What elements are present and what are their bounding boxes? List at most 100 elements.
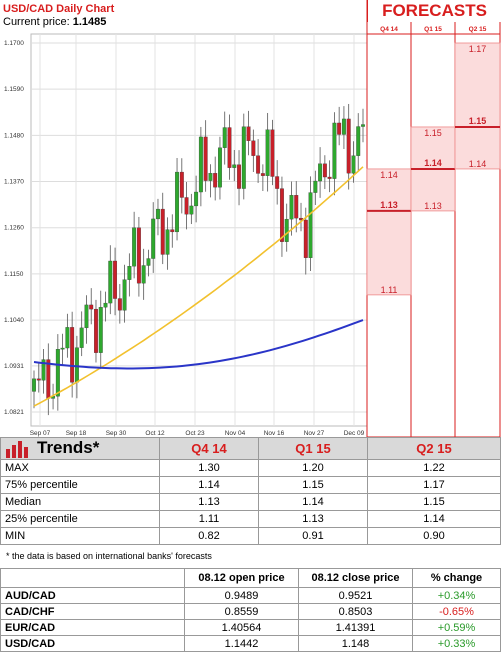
candle-body — [241, 126, 246, 189]
candle-body — [332, 122, 337, 179]
candle-body — [227, 127, 232, 168]
candle-body — [351, 155, 356, 174]
candle-body — [151, 218, 156, 259]
candle-body — [89, 304, 94, 310]
candle-body — [341, 118, 346, 135]
cell: 1.15 — [367, 492, 501, 511]
x-tick-label: Sep 30 — [106, 430, 127, 437]
close-price: 1.41391 — [298, 619, 413, 636]
candle-body — [251, 140, 256, 156]
forecast-value-label: 1.13 — [424, 201, 442, 211]
open-price: 0.8559 — [184, 603, 299, 620]
moving-average-short — [33, 166, 364, 407]
trends-title: Trends* — [37, 438, 100, 457]
trends-col-q115: Q1 15 — [258, 437, 368, 460]
candle-body — [94, 308, 98, 353]
candle-body — [289, 195, 294, 220]
table-row: MIN 0.82 0.91 0.90 — [0, 526, 501, 545]
y-tick-label: 1.1370 — [4, 179, 24, 186]
candle-body — [308, 192, 313, 258]
candle-body — [346, 118, 351, 174]
candle-body — [313, 180, 318, 193]
candle-body — [337, 122, 342, 135]
y-tick-label: 1.1480 — [4, 132, 24, 139]
table-row: 75% percentile 1.14 1.15 1.17 — [0, 475, 501, 494]
table-row: EUR/CAD 1.40564 1.41391 +0.59% — [0, 619, 501, 636]
y-tick-label: 1.1150 — [4, 271, 24, 278]
forecast-range — [454, 42, 501, 170]
close-price: 1.148 — [298, 635, 413, 652]
candle-body — [74, 347, 79, 383]
table-row: CAD/CHF 0.8559 0.8503 -0.65% — [0, 603, 501, 620]
candle-body — [108, 260, 113, 304]
trends-col-q414: Q4 14 — [159, 437, 259, 460]
forecast-value-label: 1.11 — [381, 285, 398, 295]
candle-body — [189, 205, 194, 215]
candle-body — [179, 171, 184, 198]
candle-body — [79, 327, 84, 348]
candle-body — [175, 171, 179, 233]
candle-body — [170, 229, 175, 233]
candle-body — [41, 359, 46, 381]
x-tick-label: Dec 09 — [344, 430, 365, 437]
cell: 1.14 — [258, 492, 368, 511]
trends-header-row: Trends* Q4 14 Q1 15 Q2 15 — [0, 437, 501, 460]
cell: 1.30 — [159, 458, 259, 477]
candle-body — [265, 129, 270, 176]
prices-col-open: 08.12 open price — [184, 568, 299, 588]
candle-body — [127, 266, 132, 280]
prices-corner-cell — [0, 568, 185, 588]
cell: 1.13 — [159, 492, 259, 511]
candle-body — [103, 302, 108, 308]
chart-svg: 1.1700 1.1590 1.1480 1.1370 1.1260 1.1150 1.10… — [4, 0, 501, 438]
x-tick-label: Nov 27 — [304, 430, 325, 437]
forecast-value-label: 1.14 — [380, 170, 398, 180]
pair-label: EUR/CAD — [0, 619, 185, 636]
percent-change: +0.34% — [412, 587, 501, 604]
candle-body — [32, 378, 36, 392]
forecast-column-label: Q1 15 — [424, 26, 442, 33]
table-row: AUD/CAD 0.9489 0.9521 +0.34% — [0, 587, 501, 604]
cell: 1.11 — [159, 509, 259, 528]
prices-table: 08.12 open price 08.12 close price % cha… — [0, 568, 501, 652]
y-tick-label: 1.0821 — [4, 409, 24, 416]
table-row: USD/CAD 1.1442 1.148 +0.33% — [0, 635, 501, 652]
candle-body — [198, 136, 203, 193]
table-row: MAX 1.30 1.20 1.22 — [0, 458, 501, 477]
candle-body — [55, 349, 60, 397]
table-row: 25% percentile 1.11 1.13 1.14 — [0, 509, 501, 528]
candle-body — [194, 191, 199, 207]
percent-change: -0.65% — [412, 603, 501, 620]
candle-body — [303, 219, 308, 258]
forecast-value-label: 1.15 — [469, 116, 487, 126]
cell: 0.90 — [367, 526, 501, 545]
candle-body — [218, 147, 222, 188]
pair-label: AUD/CAD — [0, 587, 185, 604]
x-tick-label: Nov 16 — [264, 430, 285, 437]
candle-body — [260, 173, 265, 176]
forecast-value-label: 1.15 — [424, 128, 442, 138]
candle-body — [356, 126, 361, 156]
x-tick-label: Sep 18 — [66, 430, 87, 437]
candle-body — [213, 173, 218, 188]
forecast-value-label: 1.13 — [380, 200, 398, 210]
bar-chart-icon — [6, 440, 28, 458]
candle-body — [232, 164, 237, 168]
candle-body — [270, 129, 275, 177]
x-tick-label: Sep 07 — [30, 430, 51, 437]
candle-body — [84, 304, 89, 329]
current-price: Current price: 1.1485 — [3, 16, 106, 28]
trends-table: Trends* Q4 14 Q1 15 Q2 15 MAX 1.30 1.20 … — [0, 437, 501, 545]
candle-body — [203, 136, 208, 181]
prices-col-close: 08.12 close price — [298, 568, 413, 588]
table-row: Median 1.13 1.14 1.15 — [0, 492, 501, 511]
open-price: 0.9489 — [184, 587, 299, 604]
candle-body — [160, 208, 165, 255]
prices-col-change: % change — [412, 568, 501, 588]
usdcad-chart: 1.1700 1.1590 1.1480 1.1370 1.1260 1.1150 1.10… — [4, 0, 501, 438]
cell: 1.22 — [367, 458, 501, 477]
candle-body — [60, 347, 65, 350]
candle-body — [146, 258, 151, 266]
trends-title-cell: Trends* — [0, 437, 160, 460]
trends-col-q215: Q2 15 — [367, 437, 501, 460]
